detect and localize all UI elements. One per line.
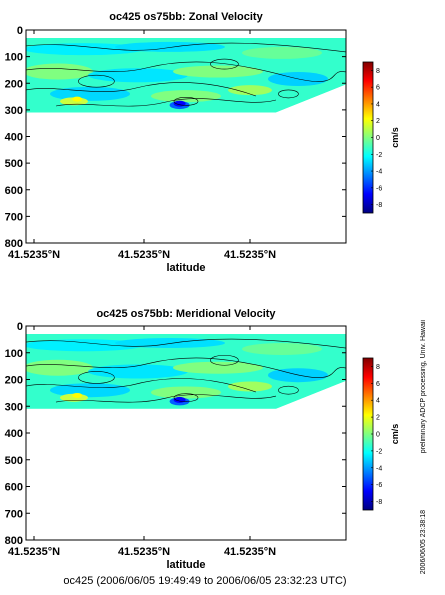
y-tick-label: 300	[5, 401, 23, 413]
x-tick-label: 41.5235°N	[224, 249, 276, 261]
y-tick-label: 200	[5, 78, 23, 90]
y-tick-label: 100	[5, 52, 23, 64]
chart-panel-2: oc425 os75bb: Meridional Velocity 0 100 200…	[5, 308, 400, 571]
colorbar-unit-label: cm/s	[390, 424, 400, 445]
colorbar-tick-label: -2	[376, 448, 382, 455]
colorbar-tick-label: -6	[376, 482, 382, 489]
colorbar-tick-label: 2	[376, 118, 380, 125]
x-tick-label: 41.5235°N	[8, 546, 60, 558]
y-tick-label: 500	[5, 455, 23, 467]
colorbar-tick-label: 6	[376, 85, 380, 92]
colorbar-tick-label: -4	[376, 169, 382, 176]
processing-note: preliminary ADCP processing, Univ. Hawai…	[420, 320, 427, 454]
processing-timestamp: 2006/06/05 23:38:18	[420, 510, 427, 575]
y-tick-label: 700	[5, 211, 23, 223]
x-axis-label: latitude	[166, 559, 205, 571]
velocity-field	[26, 37, 346, 113]
velocity-field	[26, 334, 346, 409]
y-tick-label: 800	[5, 535, 23, 547]
x-tick-label: 41.5235°N	[8, 249, 60, 261]
y-tick-label: 0	[17, 321, 23, 333]
colorbar-tick-label: 2	[376, 415, 380, 422]
colorbar-tick-label: -6	[376, 185, 382, 192]
colorbar-tick-label: -4	[376, 465, 382, 472]
colorbar-tick-label: 0	[376, 432, 380, 439]
chart-panel-1: oc425 os75bb: Zonal Velocity010020030040…	[5, 11, 400, 274]
colorbar-tick-label: 4	[376, 101, 380, 108]
chart-title: oc425 os75bb: Meridional Velocity	[96, 308, 276, 320]
colorbar-tick-label: -8	[376, 202, 382, 209]
colorbar-tick-label: -8	[376, 499, 382, 506]
y-tick-label: 400	[5, 428, 23, 440]
x-tick-label: 41.5235°N	[118, 546, 170, 558]
y-tick-label: 400	[5, 132, 23, 144]
y-tick-label: 600	[5, 185, 23, 197]
colorbar-tick-label: 6	[376, 381, 380, 388]
footer-time-range: oc425 (2006/06/05 19:49:49 to 2006/06/05…	[63, 575, 347, 587]
chart-title: oc425 os75bb: Zonal Velocity	[109, 11, 263, 23]
colorbar-unit-label: cm/s	[390, 127, 400, 148]
y-tick-label: 200	[5, 375, 23, 387]
y-tick-label: 800	[5, 238, 23, 250]
y-tick-label: 300	[5, 105, 23, 117]
side-text-block: preliminary ADCP processing, Univ. Hawai…	[412, 320, 442, 590]
colorbar-tick-label: 8	[376, 364, 380, 371]
y-tick-label: 600	[5, 482, 23, 494]
colorbar-tick-label: 0	[376, 135, 380, 142]
colorbar-tick-label: 8	[376, 68, 380, 75]
y-tick-label: 0	[17, 25, 23, 37]
x-axis-label: latitude	[166, 262, 205, 274]
colorbar-tick-label: 4	[376, 398, 380, 405]
y-tick-label: 500	[5, 158, 23, 170]
y-tick-label: 700	[5, 508, 23, 520]
colorbar-tick-label: -2	[376, 152, 382, 159]
y-tick-label: 100	[5, 348, 23, 360]
x-tick-label: 41.5235°N	[118, 249, 170, 261]
x-tick-label: 41.5235°N	[224, 546, 276, 558]
